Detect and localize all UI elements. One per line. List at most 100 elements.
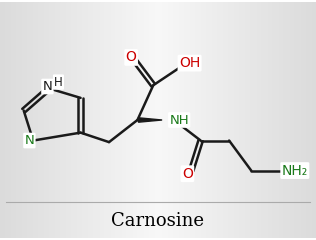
Bar [212, 1, 213, 239]
Bar [52, 1, 54, 239]
Bar [25, 1, 27, 239]
Bar [66, 1, 68, 239]
Text: NH₂: NH₂ [282, 164, 308, 178]
Bar [90, 1, 92, 239]
Bar [221, 1, 223, 239]
Bar [314, 1, 316, 239]
Bar [226, 1, 228, 239]
Bar [147, 1, 149, 239]
Bar [190, 1, 191, 239]
Bar [57, 1, 58, 239]
Bar [174, 1, 175, 239]
Bar [267, 1, 269, 239]
Bar [265, 1, 267, 239]
Bar [11, 1, 13, 239]
Bar [130, 1, 131, 239]
Bar [32, 1, 33, 239]
Bar [288, 1, 289, 239]
Bar [96, 1, 98, 239]
Bar [84, 1, 85, 239]
Bar [286, 1, 288, 239]
Bar [70, 1, 71, 239]
Bar [275, 1, 276, 239]
Bar [232, 1, 234, 239]
Bar [218, 1, 220, 239]
Bar [43, 1, 44, 239]
Bar [199, 1, 201, 239]
Bar [122, 1, 123, 239]
Bar [60, 1, 62, 239]
Bar [14, 1, 16, 239]
Bar [112, 1, 114, 239]
Bar [228, 1, 229, 239]
Text: N: N [25, 134, 34, 147]
Bar [283, 1, 284, 239]
Bar [177, 1, 179, 239]
Bar [191, 1, 193, 239]
Bar [104, 1, 106, 239]
Bar [164, 1, 166, 239]
Bar [152, 1, 153, 239]
Bar [46, 1, 47, 239]
Text: Carnosine: Carnosine [112, 212, 204, 230]
Bar [269, 1, 270, 239]
Bar [235, 1, 237, 239]
Bar [237, 1, 239, 239]
Bar [79, 1, 81, 239]
Bar [27, 1, 28, 239]
Bar [243, 1, 245, 239]
Bar [153, 1, 155, 239]
Bar [2, 1, 3, 239]
Text: OH: OH [179, 56, 200, 70]
Bar [107, 1, 109, 239]
Bar [224, 1, 226, 239]
Bar [136, 1, 137, 239]
Bar [51, 1, 52, 239]
Bar [171, 1, 172, 239]
Bar [58, 1, 60, 239]
Bar [103, 1, 104, 239]
Bar [128, 1, 130, 239]
Bar [231, 1, 232, 239]
Bar [261, 1, 262, 239]
Bar [239, 1, 240, 239]
Bar [88, 1, 90, 239]
Bar [262, 1, 264, 239]
Bar [109, 1, 111, 239]
Bar [294, 1, 295, 239]
Bar [77, 1, 79, 239]
Bar [220, 1, 221, 239]
Bar [182, 1, 183, 239]
Bar [295, 1, 297, 239]
Bar [16, 1, 17, 239]
Bar [280, 1, 281, 239]
Bar [169, 1, 171, 239]
Bar [311, 1, 313, 239]
Bar [5, 1, 6, 239]
Bar [145, 1, 147, 239]
Bar [38, 1, 40, 239]
Bar [213, 1, 215, 239]
Bar [256, 1, 258, 239]
Bar [194, 1, 196, 239]
Bar [300, 1, 302, 239]
Bar [292, 1, 294, 239]
Bar [172, 1, 174, 239]
Bar [167, 1, 169, 239]
Bar [13, 1, 14, 239]
Bar [276, 1, 278, 239]
Bar [123, 1, 125, 239]
Bar [289, 1, 291, 239]
Bar [144, 1, 145, 239]
Bar [19, 1, 21, 239]
Bar [93, 1, 95, 239]
Bar [106, 1, 107, 239]
Bar [245, 1, 246, 239]
Bar [201, 1, 202, 239]
Bar [35, 1, 36, 239]
Polygon shape [138, 118, 162, 122]
Bar [185, 1, 186, 239]
Bar [305, 1, 307, 239]
Bar [142, 1, 144, 239]
Bar [21, 1, 22, 239]
